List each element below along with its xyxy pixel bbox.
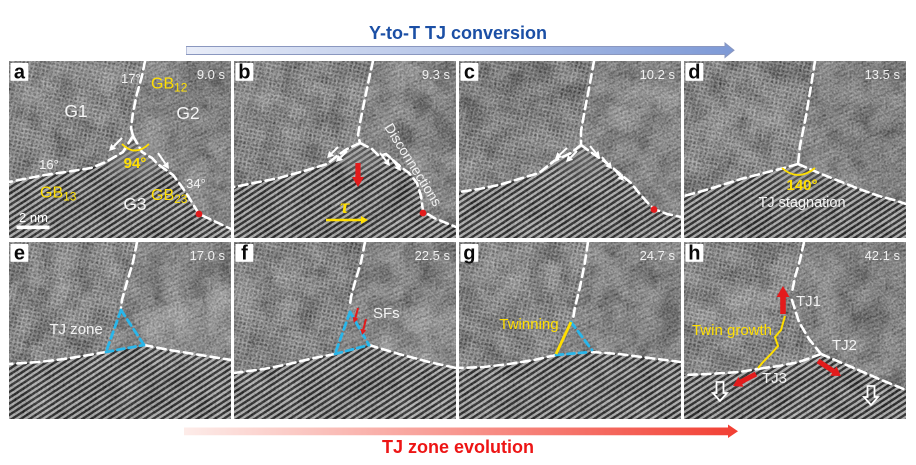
- svg-text:τ: τ: [340, 194, 350, 218]
- svg-text:G3: G3: [123, 194, 146, 214]
- svg-text:b: b: [238, 62, 250, 84]
- svg-text:34°: 34°: [186, 176, 206, 191]
- svg-text:GB12: GB12: [151, 76, 188, 95]
- svg-text:h: h: [688, 243, 700, 265]
- svg-text:f: f: [241, 243, 248, 265]
- svg-text:94°: 94°: [124, 155, 147, 172]
- svg-text:22.5 s: 22.5 s: [415, 248, 451, 263]
- svg-text:TJ3: TJ3: [762, 370, 787, 387]
- svg-text:Twinning: Twinning: [499, 316, 558, 333]
- svg-text:9.0 s: 9.0 s: [197, 67, 226, 82]
- svg-text:17°: 17°: [121, 71, 141, 86]
- svg-text:GB13: GB13: [40, 185, 77, 204]
- svg-text:13.5 s: 13.5 s: [865, 67, 901, 82]
- svg-text:G2: G2: [176, 103, 199, 123]
- svg-text:d: d: [688, 62, 700, 84]
- svg-text:16°: 16°: [39, 157, 59, 172]
- svg-text:9.3 s: 9.3 s: [422, 67, 451, 82]
- svg-text:e: e: [14, 243, 25, 265]
- svg-text:TJ zone: TJ zone: [49, 321, 102, 338]
- svg-text:a: a: [14, 62, 26, 84]
- svg-text:g: g: [463, 243, 475, 265]
- svg-text:GB23: GB23: [151, 187, 188, 206]
- svg-text:TJ2: TJ2: [832, 337, 857, 354]
- svg-text:G1: G1: [64, 101, 87, 121]
- svg-text:24.7 s: 24.7 s: [640, 248, 676, 263]
- svg-text:17.0 s: 17.0 s: [190, 248, 226, 263]
- svg-text:TJ stagnation: TJ stagnation: [758, 195, 845, 211]
- svg-text:TJ1: TJ1: [796, 293, 821, 310]
- svg-text:42.1 s: 42.1 s: [865, 248, 901, 263]
- svg-text:10.2 s: 10.2 s: [640, 67, 676, 82]
- svg-text:140°: 140°: [786, 177, 817, 194]
- svg-text:Twin growth: Twin growth: [692, 322, 772, 339]
- svg-text:SFs: SFs: [373, 305, 400, 322]
- svg-text:c: c: [464, 62, 475, 84]
- svg-text:2 nm: 2 nm: [19, 210, 48, 225]
